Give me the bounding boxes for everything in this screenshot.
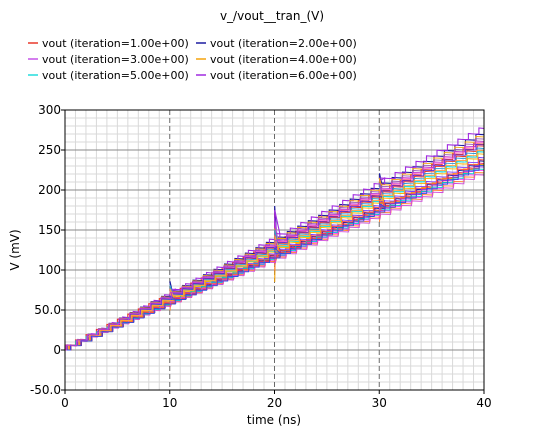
x-axis-ticks: 0 10 20 30 40 [61, 390, 492, 410]
x-tick-label: 40 [476, 396, 491, 410]
traces [64, 127, 485, 351]
y-tick-label: -50.0 [30, 383, 61, 397]
y-tick-label: 50.0 [34, 303, 61, 317]
y-axis-label: V (mV) [8, 229, 22, 270]
x-tick-label: 10 [162, 396, 177, 410]
legend-entry: vout (iteration=1.00e+00) [42, 37, 189, 50]
plot-area [64, 109, 485, 391]
major-grid [65, 110, 484, 390]
legend: vout (iteration=1.00e+00) vout (iteration… [28, 37, 357, 82]
x-tick-label: 0 [61, 396, 69, 410]
iteration-trace [65, 164, 485, 351]
legend-entry: vout (iteration=2.00e+00) [210, 37, 357, 50]
x-tick-label: 20 [267, 396, 282, 410]
iteration-trace [65, 144, 485, 351]
legend-entry: vout (iteration=6.00e+00) [210, 69, 357, 82]
y-tick-label: 150 [38, 223, 61, 237]
y-tick-label: 200 [38, 183, 61, 197]
legend-entry: vout (iteration=5.00e+00) [42, 69, 189, 82]
y-tick-label: 300 [38, 103, 61, 117]
chart-title: v_/vout__tran_(V) [220, 9, 324, 23]
legend-entry: vout (iteration=4.00e+00) [210, 53, 357, 66]
x-axis-label: time (ns) [247, 413, 301, 427]
y-tick-label: 0 [53, 343, 61, 357]
y-tick-label: 100 [38, 263, 61, 277]
iteration-trace [65, 174, 485, 351]
x-tick-label: 30 [372, 396, 387, 410]
legend-entry: vout (iteration=3.00e+00) [42, 53, 189, 66]
iteration-trace [65, 140, 485, 351]
iteration-trace [65, 159, 485, 351]
y-axis-ticks: -50.0 0 50.0 100 150 200 250 300 [30, 103, 65, 397]
y-tick-label: 250 [38, 143, 61, 157]
